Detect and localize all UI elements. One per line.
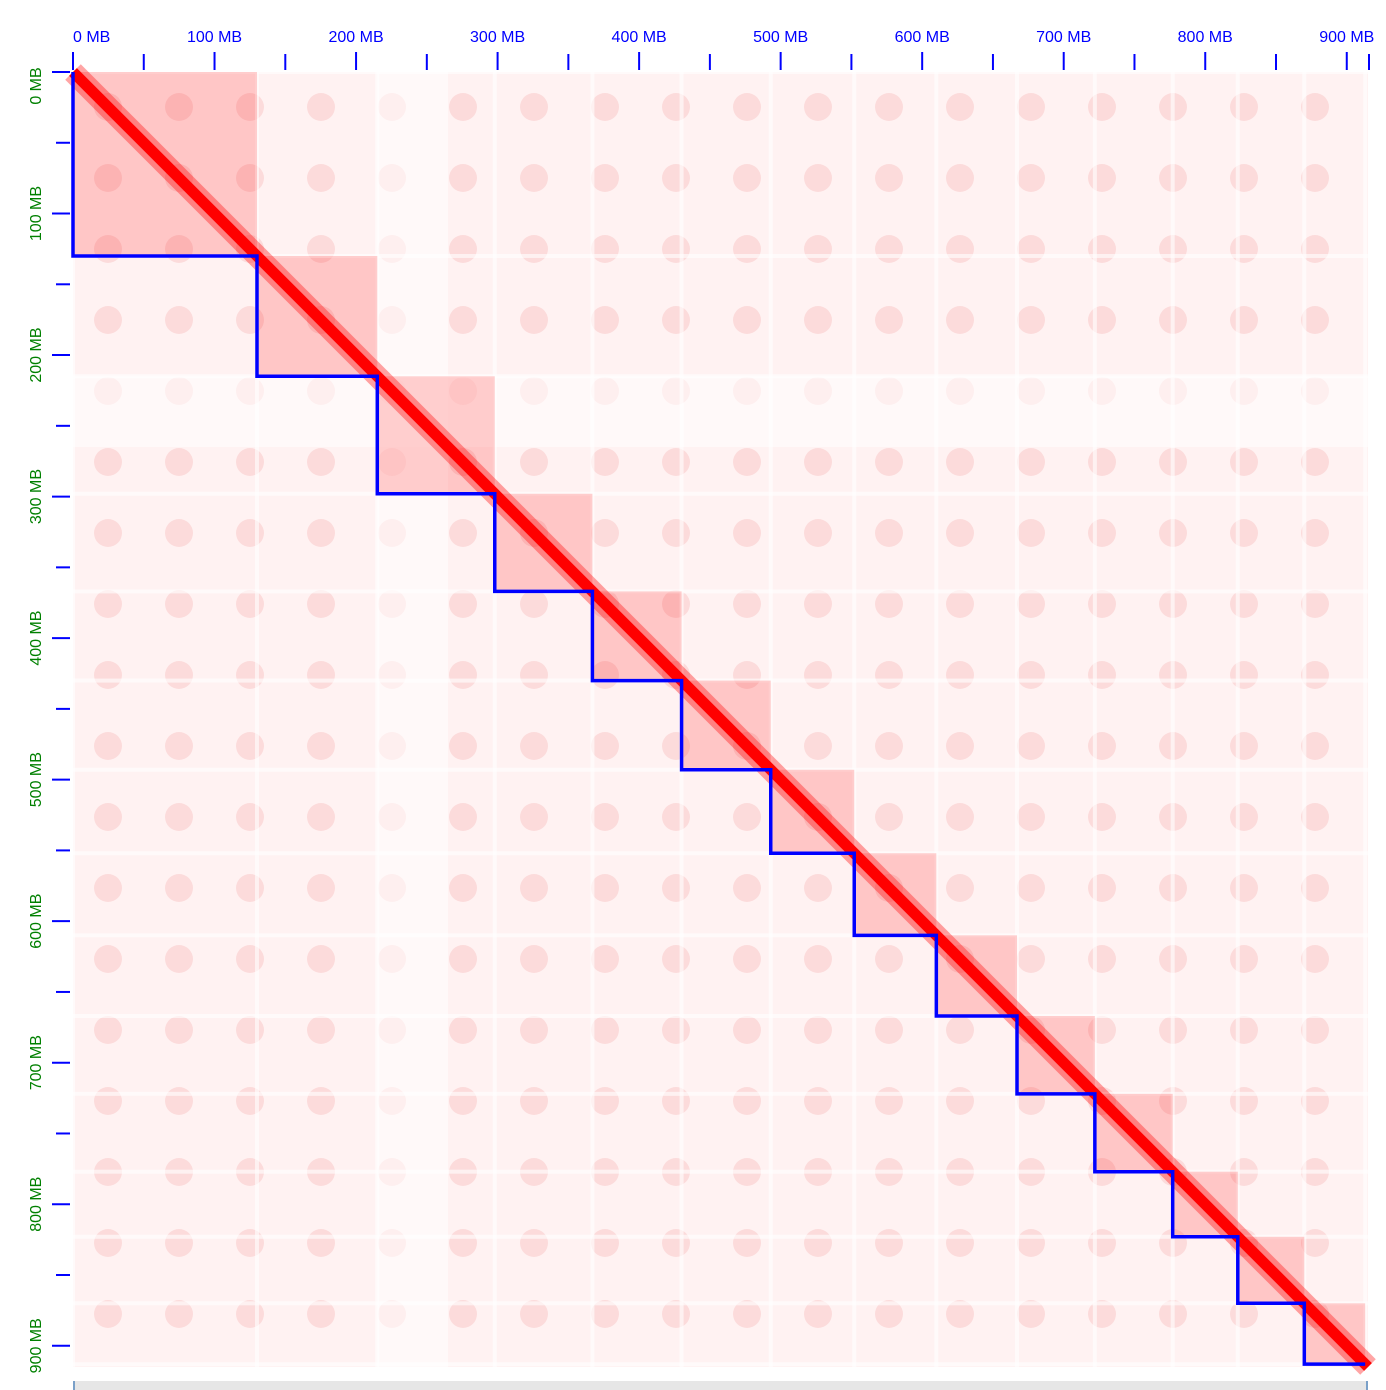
x-tick-label: 400 MB — [612, 29, 667, 46]
y-axis: 0 MB 100 MB 200 MB 300 MB 400 MB 500 MB 600 MB… — [28, 67, 70, 1373]
y-tick-label: 300 MB — [28, 469, 45, 524]
x-axis: 0 MB 100 MB 200 MB 300 MB 400 MB 500 MB 600 MB… — [72, 29, 1374, 70]
y-tick-label: 600 MB — [28, 894, 45, 949]
scrollbar-track — [73, 1381, 1368, 1390]
boundary-stripe-h — [73, 1362, 1368, 1367]
boundary-stripe-h — [73, 1091, 1368, 1096]
x-tick-label: 200 MB — [328, 29, 383, 46]
boundary-stripe-h — [73, 1234, 1368, 1239]
y-tick-label: 500 MB — [28, 752, 45, 807]
boundary-stripe-h — [73, 1169, 1368, 1174]
boundary-stripe-v — [1170, 72, 1175, 1367]
boundary-stripe-v — [254, 72, 259, 1367]
diagonal-core — [69, 68, 1372, 1371]
boundary-stripe-h — [73, 589, 1368, 594]
low-signal-band-v — [377, 72, 449, 1367]
x-tick-label: 500 MB — [753, 29, 808, 46]
boundary-stripe-v — [71, 72, 75, 1367]
x-tick-label: 0 MB — [73, 29, 110, 46]
boundary-stripe-h — [73, 933, 1368, 938]
scaffold-boundaries — [71, 72, 1366, 1366]
y-tick-label: 800 MB — [28, 1177, 45, 1232]
boundary-stripe-h — [73, 70, 1368, 74]
x-tick-label: 900 MB — [1319, 29, 1374, 46]
y-tick-label: 200 MB — [28, 327, 45, 382]
intra-chromosomal-blocks — [73, 72, 1366, 1365]
boundary-stripe-v — [934, 72, 939, 1367]
low-signal-band-h — [73, 376, 1368, 448]
x-tick-label: 100 MB — [187, 29, 242, 46]
boundary-stripe-v — [1015, 72, 1020, 1367]
diagonal-signal — [65, 64, 1376, 1375]
boundary-stripe-v — [852, 72, 857, 1367]
boundary-stripe-h — [73, 253, 1368, 258]
y-tick-label: 700 MB — [28, 1035, 45, 1090]
horizontal-scrollbar[interactable] — [73, 1381, 1368, 1390]
scaffold-boundary-line — [71, 72, 1366, 1366]
y-tick-label: 900 MB — [28, 1318, 45, 1373]
boundary-stripe-v — [1235, 72, 1240, 1367]
x-tick-label: 600 MB — [895, 29, 950, 46]
x-tick-label: 300 MB — [470, 29, 525, 46]
boundary-stripe-h — [73, 1301, 1368, 1306]
boundary-stripe-v — [768, 72, 773, 1367]
boundary-stripe-v — [1092, 72, 1097, 1367]
boundary-stripe-h — [73, 851, 1368, 856]
x-tick-label: 800 MB — [1178, 29, 1233, 46]
boundary-stripe-v — [1302, 72, 1307, 1367]
y-tick-label: 100 MB — [28, 186, 45, 241]
boundary-stripe-h — [73, 678, 1368, 683]
x-tick-label: 700 MB — [1036, 29, 1091, 46]
boundary-stripe-h — [73, 491, 1368, 496]
boundary-stripe-v — [1363, 72, 1368, 1367]
boundary-stripe-v — [492, 72, 497, 1367]
boundary-stripe-v — [590, 72, 595, 1367]
boundary-stripe-h — [73, 1014, 1368, 1019]
y-tick-label: 0 MB — [28, 67, 45, 104]
y-tick-label: 400 MB — [28, 611, 45, 666]
